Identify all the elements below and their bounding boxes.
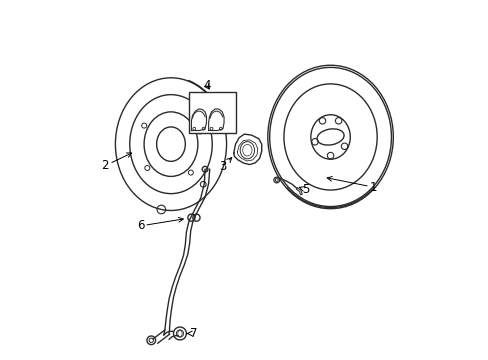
Text: 6: 6 (137, 217, 183, 233)
Text: 2: 2 (102, 153, 131, 172)
Polygon shape (208, 109, 224, 131)
Text: 4: 4 (203, 79, 210, 92)
Text: 5: 5 (299, 183, 309, 196)
Text: 1: 1 (326, 176, 377, 194)
Bar (188, 92, 235, 134)
Polygon shape (191, 109, 206, 131)
Text: 7: 7 (186, 327, 197, 340)
Text: 3: 3 (219, 158, 231, 173)
